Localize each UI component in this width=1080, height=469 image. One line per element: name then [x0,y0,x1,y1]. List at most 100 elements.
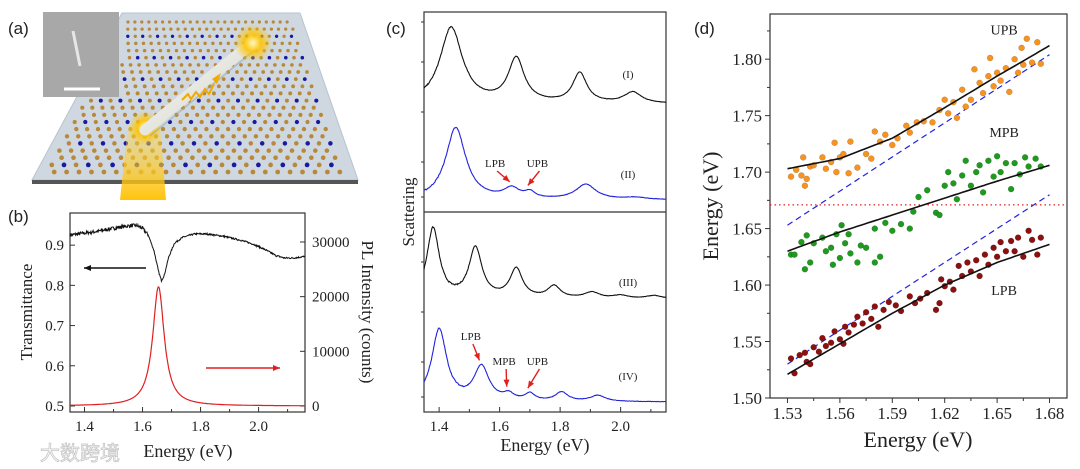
lattice-atom [147,98,152,103]
lattice-atom [200,169,206,175]
panel-d-xtick-label: 1.68 [1035,404,1065,423]
lattice-atom [292,55,296,60]
lattice-atom [94,155,100,161]
lattice-atom [89,141,94,146]
lattice-atom [142,48,147,53]
lattice-atom [274,34,279,38]
lattice-atom [221,91,226,96]
lattice-atom [250,91,254,96]
upb-data-point [1014,69,1022,76]
panel-d-xtick-label: 1.65 [982,404,1012,423]
lattice-atom [158,77,163,82]
watermark: 大数跨境 [40,441,120,465]
lattice-atom [190,155,195,161]
lattice-atom [184,112,189,117]
lattice-atom [231,148,237,153]
lattice-atom [235,70,239,74]
lattice-atom [98,162,103,168]
mpb-data-point [906,225,914,232]
mpb-data-point [1032,155,1039,162]
lattice-atom [188,119,194,125]
spectrum-label: (II) [621,169,636,181]
lattice-atom [269,91,274,96]
lattice-atom [208,34,212,38]
lattice-atom [118,98,123,103]
lattice-atom [51,169,57,175]
upb-data-point [962,103,969,110]
lattice-atom [144,55,148,60]
lattice-atom [248,77,253,82]
lattice-atom [298,134,303,139]
upb-data-point [1034,38,1041,46]
lpb-data-point [841,323,849,331]
lattice-atom [241,119,247,125]
lattice-atom [250,20,255,24]
upb-data-point [1037,60,1045,67]
lattice-atom [150,48,155,53]
lattice-atom [269,27,274,31]
mpb-fit-curve [787,164,1050,252]
lattice-atom [150,105,155,110]
lattice-atom [92,148,97,153]
lattice-atom [204,126,209,132]
panel-b-xlabel: Energy (eV) [143,441,232,462]
lattice-atom [90,105,95,110]
lattice-atom [110,162,115,168]
lpb-data-point [871,303,879,310]
lattice-atom [212,27,216,31]
lattice-atom [231,119,236,125]
lattice-atom [128,63,133,67]
mpb-data-point [985,157,992,165]
lattice-atom [98,98,103,103]
lattice-atom [87,134,92,139]
upb-data-point [967,96,975,104]
lattice-atom [280,41,284,46]
lattice-atom [278,20,282,24]
panel-label-d: (d) [694,19,715,38]
upb-data-point [979,89,987,97]
lattice-atom [215,112,220,117]
lattice-atom [309,84,314,89]
lattice-atom [214,141,219,146]
sem-inset-image [43,12,119,97]
lattice-atom [226,84,231,89]
emission-glow [234,24,272,62]
upb-data-point [798,172,805,179]
lattice-atom [126,48,131,53]
lattice-atom [177,55,181,60]
mpb-data-point [838,221,845,229]
lattice-atom [140,27,144,31]
lattice-atom [273,63,277,67]
lattice-atom [296,70,301,74]
lattice-atom [200,70,204,74]
lattice-atom [124,84,129,89]
mpb-data-point [862,244,870,252]
lattice-atom [104,119,109,125]
lattice-atom [275,55,280,60]
lattice-atom [275,134,281,139]
lattice-atom [126,34,130,38]
lattice-atom [267,55,272,60]
lattice-atom [324,148,330,153]
lattice-atom [64,134,70,139]
lpb-data-point [906,293,914,300]
mpb-data-point [915,193,922,201]
lattice-atom [235,98,241,103]
lattice-atom [288,91,293,96]
mpb-data-point [791,251,798,258]
lattice-atom [120,63,124,67]
pl-axis-arrow-head [273,365,280,371]
lattice-atom [163,34,167,38]
lattice-atom [225,141,231,146]
lattice-atom [263,84,268,89]
lattice-atom [74,126,79,132]
lattice-atom [157,41,161,46]
lattice-atom [268,162,273,168]
lattice-atom [276,27,281,31]
lattice-atom [291,126,296,132]
lattice-atom [267,112,272,117]
mpb-data-point [950,180,957,187]
lattice-atom [106,155,112,161]
lattice-atom [278,91,283,96]
